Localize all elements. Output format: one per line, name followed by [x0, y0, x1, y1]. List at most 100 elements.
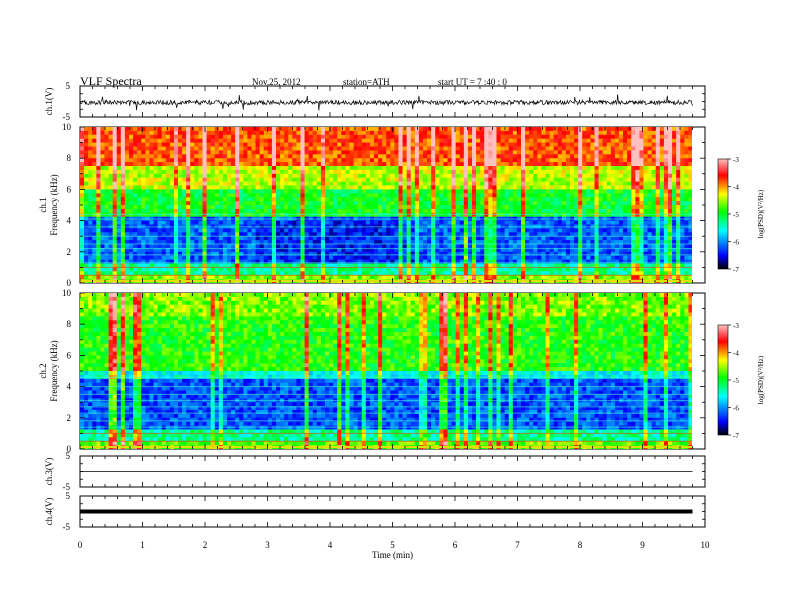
spectrogram-cell	[431, 271, 436, 276]
spectrogram-cell	[80, 267, 85, 272]
spectrogram-cell	[418, 240, 424, 245]
spectrogram-cell	[333, 138, 338, 143]
spectrogram-cell	[300, 173, 305, 179]
spectrogram-cell	[116, 154, 122, 159]
spectrogram-cell	[96, 228, 101, 233]
spectrogram-cell	[418, 134, 424, 140]
spectrogram-cell	[292, 142, 297, 147]
spectrogram-cell	[239, 134, 244, 140]
spectrogram-cell	[153, 162, 158, 167]
spectrogram-cell	[100, 154, 105, 159]
spectrogram-cell	[504, 220, 510, 225]
spectrogram-cell	[84, 267, 89, 272]
spectrogram-cell	[300, 138, 305, 143]
spectrogram-cell	[582, 177, 587, 182]
spectrogram-cell	[92, 208, 97, 214]
spectrogram-cell	[333, 244, 338, 249]
spectrogram-cell	[378, 146, 383, 151]
spectrogram-cell	[129, 173, 134, 179]
spectrogram-cell	[271, 158, 277, 163]
spectrogram-cell	[267, 255, 273, 260]
spectrogram-cell	[243, 212, 248, 218]
spectrogram-cell	[553, 232, 559, 237]
spectrogram-cell	[247, 177, 252, 182]
spectrogram-cell	[231, 201, 236, 206]
spectrogram-cell	[341, 247, 346, 253]
spectrogram-cell	[124, 244, 130, 249]
spectrogram-cell	[182, 162, 187, 167]
spectrogram-cell	[263, 263, 269, 268]
spectrogram-cell	[488, 150, 493, 155]
spectrogram-cell	[484, 150, 489, 155]
spectrogram-cell	[231, 220, 236, 225]
spectrogram-cell	[516, 255, 522, 260]
spectrogram-cell	[561, 154, 567, 159]
spectrogram-cell	[218, 185, 224, 190]
spectrogram-cell	[251, 154, 256, 159]
spectrogram-cell	[116, 275, 122, 280]
spectrogram-cell	[578, 220, 583, 225]
spectrogram-cell	[300, 142, 305, 147]
spectrogram-cell	[435, 255, 440, 260]
spectrogram-cell	[312, 127, 318, 132]
spectrogram-cell	[484, 259, 489, 264]
spectrogram-cell	[308, 193, 314, 198]
spectrogram-cell	[390, 259, 395, 264]
spectrogram-cell	[141, 244, 146, 249]
spectrogram-cell	[202, 185, 207, 190]
spectrogram-cell	[565, 205, 571, 210]
spectrogram-cell	[378, 259, 383, 264]
spectrogram-cell	[443, 181, 448, 186]
spectrogram-cell	[337, 185, 342, 190]
spectrogram-cell	[484, 240, 489, 245]
spectrogram-cell	[276, 189, 281, 194]
spectrogram-cell	[137, 205, 142, 210]
spectrogram-cell	[161, 146, 167, 151]
spectrogram-cell	[418, 201, 424, 206]
spectrogram-cell	[231, 247, 236, 253]
spectrogram-cell	[557, 130, 563, 136]
spectrogram-cell	[463, 263, 469, 268]
spectrogram-cell	[116, 240, 122, 245]
spectrogram-cell	[112, 220, 118, 225]
spectrogram-cell	[308, 154, 314, 159]
spectrogram-cell	[210, 158, 216, 163]
spectrogram-cell	[280, 201, 285, 206]
spectrogram-cell	[129, 197, 134, 202]
spectrogram-cell	[480, 142, 485, 147]
spectrogram-cell	[427, 220, 432, 225]
spectrogram-cell	[496, 236, 501, 241]
spectrogram-cell	[84, 158, 89, 163]
spectrogram-cell	[288, 134, 293, 140]
spectrogram-cell	[292, 247, 297, 253]
spectrogram-cell	[288, 236, 293, 241]
spectrogram-cell	[190, 244, 195, 249]
spectrogram-cell	[120, 130, 126, 136]
spectrogram-cell	[202, 271, 207, 276]
spectrogram-cell	[378, 275, 383, 280]
spectrogram-cell	[280, 212, 285, 218]
spectrogram-cell	[194, 146, 199, 151]
spectrogram-cell	[227, 154, 232, 159]
spectrogram-cell	[222, 169, 228, 175]
spectrogram-cell	[537, 158, 542, 163]
spectrogram-cell	[504, 142, 510, 147]
spectrogram-cell	[198, 130, 203, 136]
spectrogram-cell	[525, 220, 530, 225]
spectrogram-cell	[545, 201, 550, 206]
spectrogram-cell	[386, 205, 391, 210]
spectrogram-cell	[549, 127, 555, 132]
spectrogram-cell	[271, 255, 277, 260]
spectrogram-cell	[157, 177, 163, 182]
spectrogram-cell	[459, 142, 465, 147]
spectrogram-cell	[447, 130, 452, 136]
spectrogram-cell	[549, 240, 555, 245]
spectrogram-cell	[353, 142, 359, 147]
spectrogram-cell	[337, 232, 342, 237]
spectrogram-cell	[431, 263, 436, 268]
spectrogram-cell	[533, 127, 538, 132]
spectrogram-cell	[239, 251, 244, 257]
spectrogram-cell	[92, 197, 97, 202]
spectrogram-cell	[165, 189, 171, 194]
spectrogram-cell	[374, 189, 379, 194]
